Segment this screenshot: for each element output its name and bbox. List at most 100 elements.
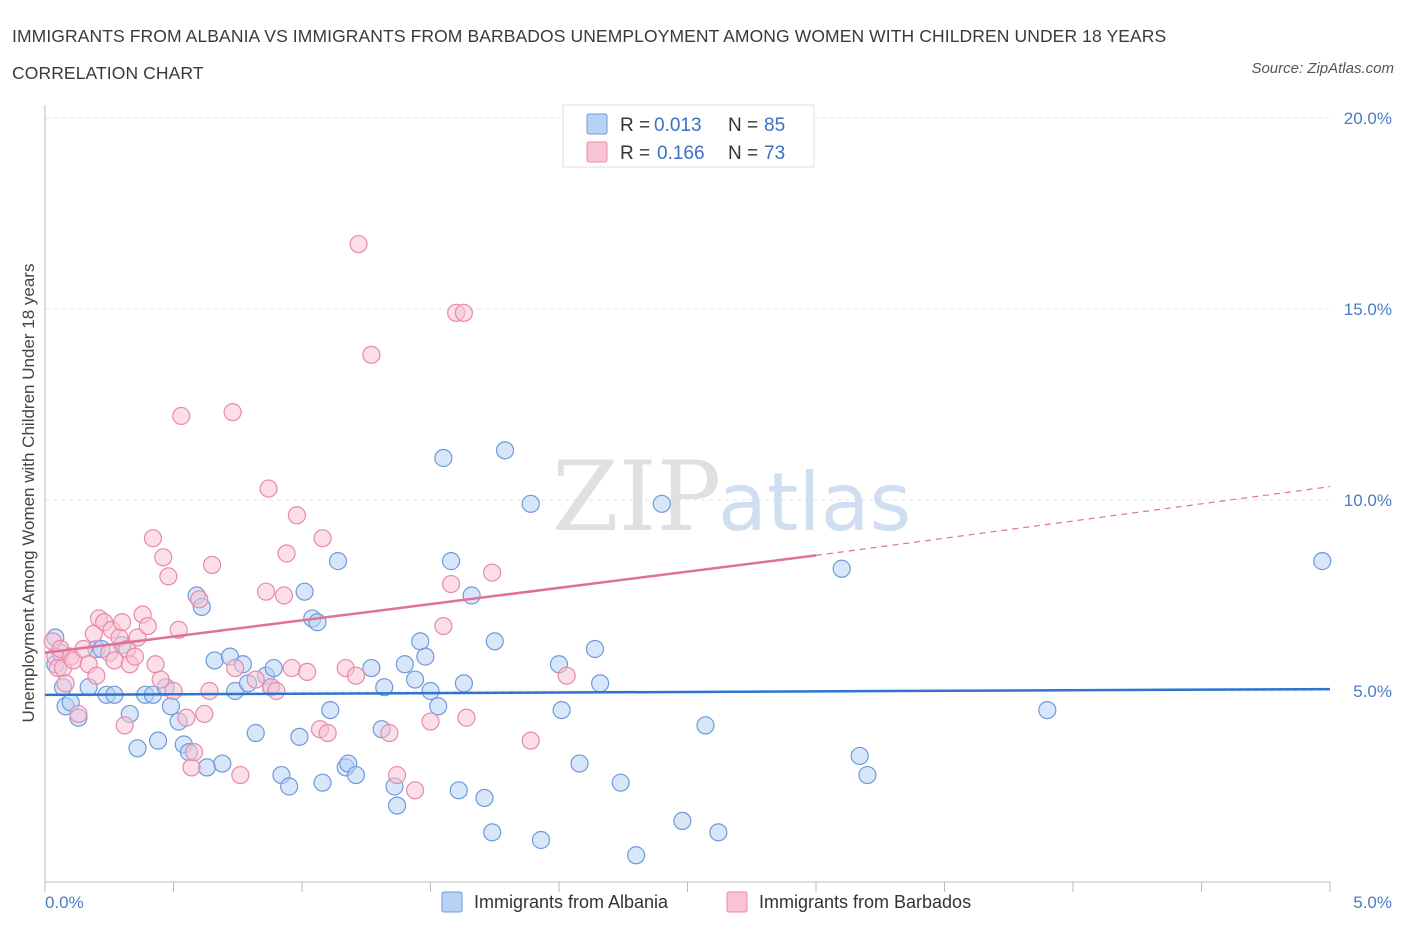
barbados-point-35 [177,708,196,727]
albania-point-14 [128,739,147,758]
albania-point-75 [611,773,630,792]
albania-point-54 [405,670,425,689]
albania-point-67 [495,441,515,460]
barbados-point-53 [287,506,306,525]
bottom-legend-label-albania: Immigrants from Albania [474,892,669,912]
albania-point-27 [213,754,232,773]
barbados-point-57 [318,723,337,743]
barbados-point-59 [346,666,366,685]
albania-point-57 [421,681,440,701]
albania-point-62 [454,674,474,693]
albania-point-55 [411,632,430,651]
watermark-zip: ZIP [552,441,721,553]
barbados-point-43 [226,658,245,678]
albania-point-68 [521,494,540,513]
barbados-point-60 [349,234,368,254]
legend-swatch-albania [586,113,608,135]
albania-point-43 [321,700,340,720]
albania-point-17 [148,731,168,750]
barbados-point-27 [143,529,163,548]
barbados-point-64 [405,781,425,800]
legend-r-albania: 0.013 [654,115,702,136]
barbados-point-51 [277,544,296,563]
albania-point-59 [434,448,453,468]
barbados-point-38 [190,590,209,609]
albania-point-74 [591,674,610,693]
barbados-point-44 [231,765,250,785]
barbados-point-62 [380,723,399,743]
barbados-point-50 [274,586,294,605]
albania-point-52 [387,796,407,815]
barbados-point-45 [246,670,265,689]
watermark-atlas: atlas [718,456,911,549]
albania-point-41 [308,613,327,632]
barbados-point-67 [441,574,461,594]
chart-title: IMMIGRANTS FROM ALBANIA VS IMMIGRANTS FR… [12,26,1167,83]
legend-bottom: Immigrants from Albania Immigrants from … [441,891,971,913]
barbados-point-63 [387,765,407,785]
barbados-point-32 [164,681,183,701]
barbados-point-69 [454,303,474,322]
albania-point-83 [858,765,877,785]
x-tick-label-1: 5.0% [1353,893,1392,912]
albania-point-39 [295,582,314,601]
barbados-point-31 [159,567,178,586]
grid-lines [45,117,1330,692]
albania-point-78 [673,811,692,830]
albania-point-63 [462,586,481,605]
barbados-point-46 [256,582,276,601]
albania-point-72 [570,754,589,773]
barbados-point-42 [223,403,242,422]
y-tick-label-1: 10.0% [1344,491,1392,510]
albania-point-42 [313,773,332,792]
y-tick-label-2: 15.0% [1344,300,1392,319]
albania-point-60 [441,552,461,571]
albania-point-44 [328,552,348,571]
barbados-point-61 [362,345,381,364]
barbados-point-47 [259,479,278,498]
barbados-point-40 [200,681,219,701]
barbados-point-8 [69,704,88,724]
barbados-point-70 [457,708,476,727]
albania-point-37 [280,777,299,796]
x-tick-labels: 0.0% 5.0% [45,893,1392,912]
barbados-point-29 [151,670,170,689]
barbados-point-30 [154,548,173,567]
series-barbados-points [43,234,576,800]
barbados-point-54 [298,662,317,682]
legend-top: R = 0.013 N = 85 R = 0.166 N = 73 [562,104,815,168]
albania-point-38 [290,727,309,746]
barbados-point-49 [267,681,286,701]
x-tick-label-0: 0.0% [45,893,84,912]
albania-point-79 [696,716,715,735]
barbados-point-34 [172,406,191,426]
barbados-point-5 [56,674,75,693]
albania-point-82 [850,746,869,766]
albania-point-32 [246,723,265,743]
albania-point-64 [475,788,494,808]
legend-n-barbados: 73 [764,143,785,164]
albania-point-56 [416,647,435,666]
y-tick-label-3: 20.0% [1344,109,1392,128]
albania-point-81 [832,559,851,578]
barbados-point-39 [195,704,214,724]
albania-point-25 [197,758,217,777]
watermark: ZIP atlas [552,441,911,553]
barbados-trend-extension [815,486,1331,556]
albania-point-71 [552,700,571,720]
barbados-point-41 [202,555,222,575]
bottom-legend-swatch-albania [441,891,463,913]
barbados-point-37 [184,743,204,762]
albania-point-48 [362,658,381,678]
albania-point-47 [346,765,366,785]
albania-point-77 [652,494,671,513]
barbados-point-20 [115,716,134,735]
y-tick-label-0: 5.0% [1353,682,1392,701]
legend-r-label-albania: R = [620,115,650,136]
x-ticks [44,882,1331,892]
albania-point-53 [395,655,414,674]
barbados-point-72 [521,731,540,750]
barbados-point-66 [434,616,453,636]
legend-swatch-barbados [586,141,608,163]
